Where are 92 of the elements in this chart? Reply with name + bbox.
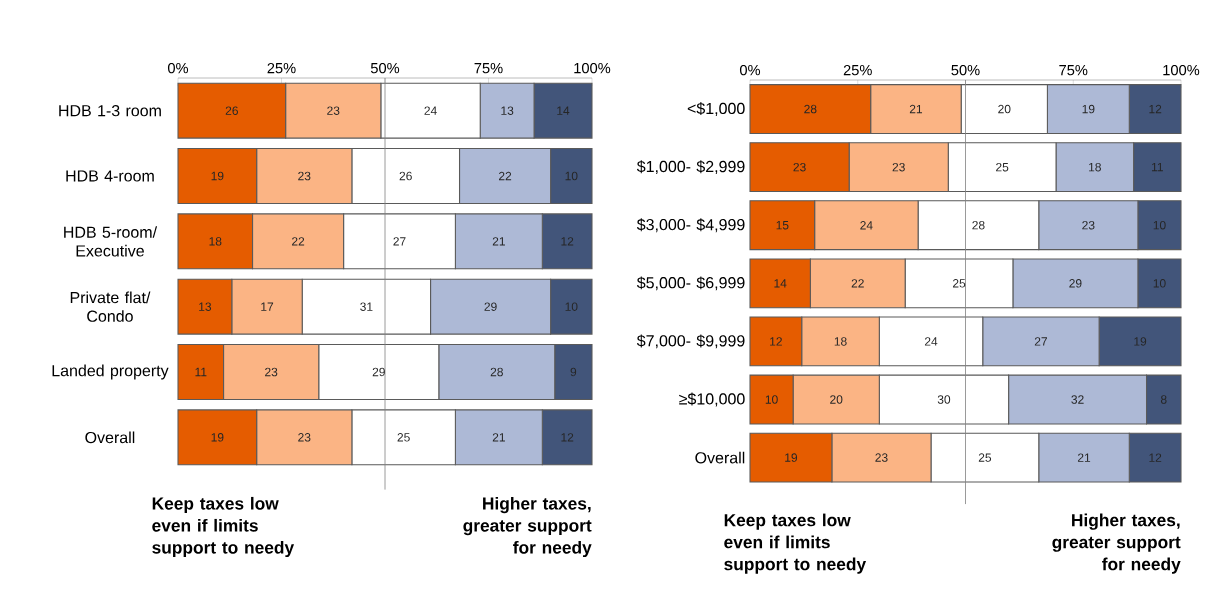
data-label: 11 bbox=[1151, 163, 1163, 172]
data-label: 24 bbox=[924, 337, 938, 346]
data-label: 28 bbox=[972, 220, 985, 230]
data-label: 11 bbox=[195, 367, 207, 377]
data-label: 17 bbox=[261, 302, 274, 311]
y-tick-label: $5,000- $6,999 bbox=[636, 276, 745, 291]
data-label: 23 bbox=[265, 367, 278, 377]
data-label: 22 bbox=[851, 279, 864, 288]
data-label: 19 bbox=[211, 171, 224, 181]
data-label: 29 bbox=[372, 367, 385, 377]
y-tick-label: $7,000- $9,999 bbox=[636, 334, 745, 349]
data-label: 12 bbox=[1149, 453, 1162, 462]
y-tick-label: <$1,000 bbox=[687, 102, 745, 116]
data-label: 22 bbox=[498, 171, 512, 181]
data-label: 28 bbox=[804, 104, 817, 114]
y-tick-label: $1,000- $2,999 bbox=[636, 160, 745, 175]
data-label: 26 bbox=[399, 171, 412, 181]
data-label: 12 bbox=[561, 433, 574, 442]
data-label: 21 bbox=[909, 104, 923, 114]
data-label: 13 bbox=[199, 302, 212, 311]
x-tick-label: 50% bbox=[951, 64, 980, 76]
data-label: 23 bbox=[875, 453, 888, 462]
data-label: 23 bbox=[793, 162, 806, 172]
data-label: 19 bbox=[785, 453, 798, 462]
data-label: 24 bbox=[860, 221, 873, 230]
y-tick-label: Private flat/ Condo bbox=[70, 291, 151, 322]
x-tick-label: 100% bbox=[1163, 64, 1200, 76]
data-label: 25 bbox=[952, 279, 966, 288]
data-label: 30 bbox=[937, 395, 951, 404]
data-label: 23 bbox=[892, 162, 905, 172]
data-label: 27 bbox=[393, 237, 406, 246]
data-label: 18 bbox=[834, 337, 847, 346]
data-label: 19 bbox=[1082, 104, 1095, 114]
text: Higher taxes, greater support for needy bbox=[1052, 513, 1181, 574]
x-tick-label: 25% bbox=[267, 62, 296, 74]
x-tick-label: 0% bbox=[167, 62, 189, 74]
data-label: 9 bbox=[570, 367, 577, 377]
data-label: 23 bbox=[327, 106, 340, 115]
x-tick-label: 100% bbox=[574, 62, 611, 74]
data-label: 21 bbox=[1077, 453, 1091, 462]
data-label: 10 bbox=[565, 302, 578, 311]
data-label: 25 bbox=[996, 162, 1009, 172]
data-label: 14 bbox=[557, 106, 570, 115]
data-label: 28 bbox=[490, 367, 503, 377]
x-tick-label: 50% bbox=[370, 62, 400, 74]
data-label: 12 bbox=[770, 337, 782, 346]
data-label: 31 bbox=[360, 302, 373, 311]
data-label: 20 bbox=[998, 104, 1011, 114]
y-tick-label: HDB 1-3 room bbox=[59, 105, 161, 117]
data-label: 18 bbox=[1089, 162, 1101, 172]
y-tick-label: HDB 5-room/ Executive bbox=[64, 226, 158, 257]
y-tick-label: HDB 4-room bbox=[66, 170, 154, 182]
data-label: 29 bbox=[484, 302, 497, 311]
text: Keep taxes low even if limits support to needy bbox=[724, 513, 867, 574]
data-label: 13 bbox=[501, 106, 514, 115]
x-tick-label: 75% bbox=[1059, 64, 1088, 76]
data-label: 27 bbox=[1034, 337, 1047, 346]
data-label: 23 bbox=[298, 433, 311, 442]
y-tick-label: Overall bbox=[85, 431, 135, 444]
data-label: 15 bbox=[776, 221, 789, 230]
data-label: 20 bbox=[830, 395, 843, 404]
data-label: 10 bbox=[765, 395, 778, 404]
data-label: 25 bbox=[978, 453, 992, 462]
data-label: 12 bbox=[1149, 104, 1162, 114]
data-label: 10 bbox=[565, 171, 578, 181]
data-label: 21 bbox=[492, 237, 505, 246]
data-label: 19 bbox=[211, 433, 224, 442]
y-tick-label: Overall bbox=[695, 451, 745, 464]
data-label: 25 bbox=[397, 433, 410, 442]
data-label: 18 bbox=[209, 237, 222, 246]
data-label: 23 bbox=[298, 171, 311, 181]
x-tick-label: 0% bbox=[739, 64, 761, 76]
y-tick-label: $3,000- $4,999 bbox=[636, 218, 745, 233]
data-label: 26 bbox=[225, 106, 238, 115]
x-tick-label: 25% bbox=[843, 64, 872, 76]
data-label: 10 bbox=[1153, 279, 1166, 288]
data-label: 29 bbox=[1069, 279, 1082, 288]
data-label: 10 bbox=[1153, 220, 1166, 230]
data-label: 12 bbox=[561, 237, 574, 246]
data-label: 32 bbox=[1071, 395, 1084, 404]
data-label: 23 bbox=[1082, 220, 1095, 230]
data-label: 22 bbox=[292, 237, 305, 246]
data-label: 14 bbox=[774, 279, 787, 288]
data-label: 8 bbox=[1160, 395, 1167, 404]
text: Higher taxes, greater support for needy bbox=[463, 496, 592, 558]
text: Keep taxes low even if limits support to needy bbox=[152, 496, 295, 558]
x-tick-label: 75% bbox=[474, 62, 503, 74]
data-label: 19 bbox=[1134, 337, 1147, 346]
y-tick-label: ≥$10,000 bbox=[679, 392, 745, 407]
y-tick-label: Landed property bbox=[52, 364, 169, 380]
data-label: 21 bbox=[492, 433, 505, 442]
data-label: 24 bbox=[424, 106, 437, 115]
